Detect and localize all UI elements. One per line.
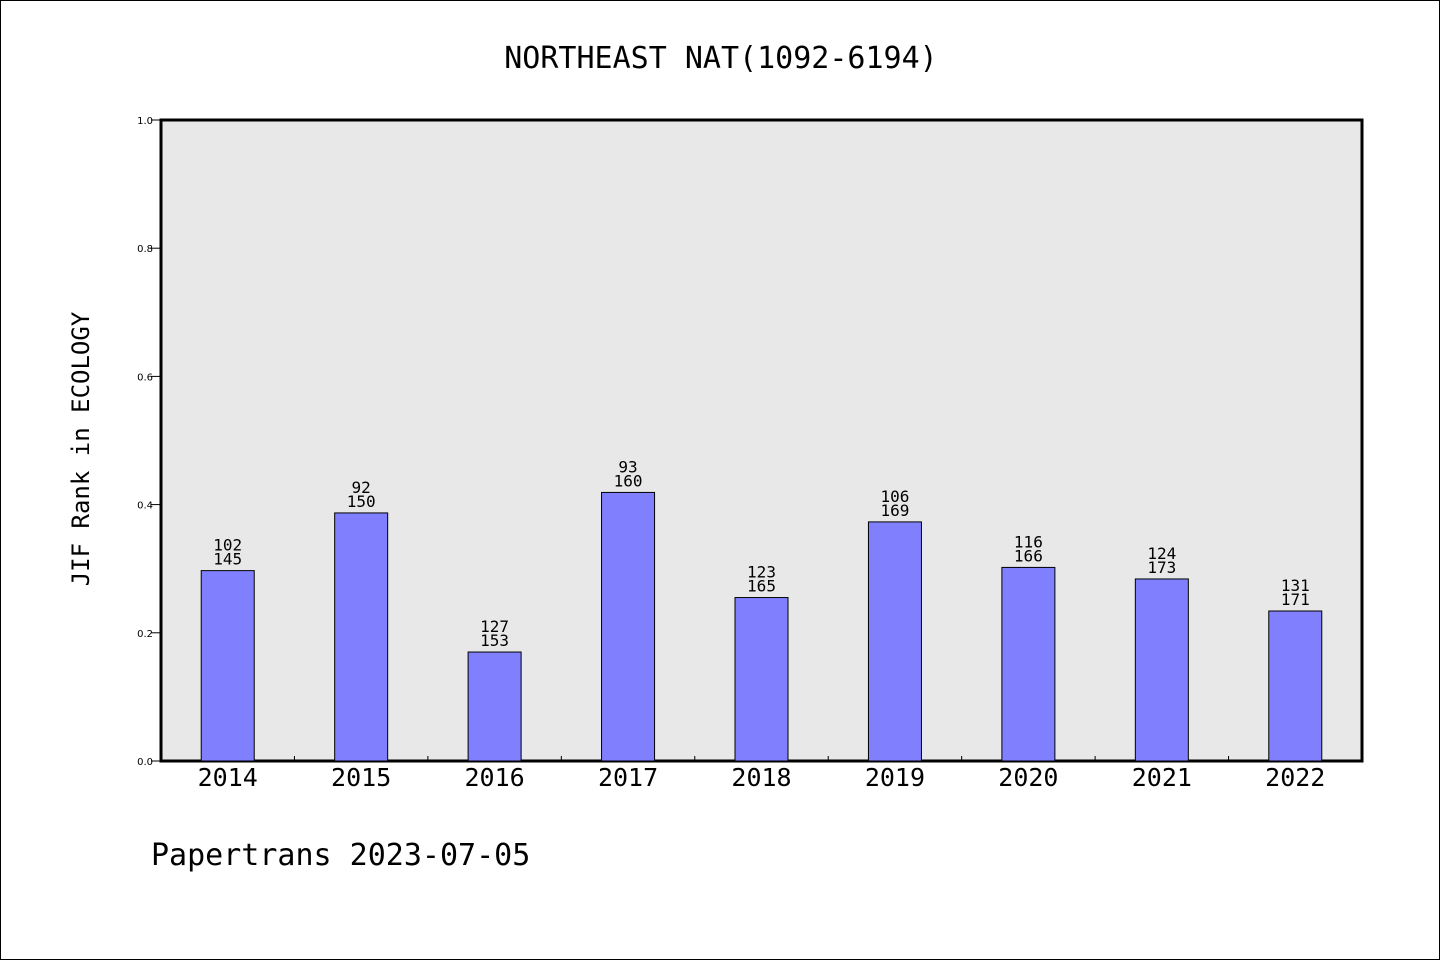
bar-2015 (334, 512, 389, 762)
x-tick-label: 2017 (598, 763, 658, 792)
y-axis-label: JIF Rank in ECOLOGY (67, 311, 95, 586)
y-tick-label: 0.0 (137, 757, 153, 768)
x-tick-label: 2022 (1265, 763, 1325, 792)
x-tick-label: 2015 (331, 763, 391, 792)
bar-2016 (467, 651, 522, 762)
x-tick-label: 2021 (1132, 763, 1192, 792)
bar-2021 (1134, 578, 1189, 762)
x-tick-label: 2019 (865, 763, 925, 792)
bar-rank-label: 102 (213, 536, 242, 555)
bar-total-label: 150 (347, 492, 376, 511)
x-axis-ticks: 2014 2015 2016 2017 2018 2019 2020 2021 2022 (198, 756, 1325, 792)
bar-rank-label: 116 (1014, 532, 1043, 551)
bar-rank-label: 127 (480, 617, 509, 636)
x-tick-label: 2020 (998, 763, 1058, 792)
bar-rank-label: 106 (880, 487, 909, 506)
bar-rank-label: 123 (747, 563, 776, 582)
bar-total-label: 166 (1014, 546, 1043, 565)
bar-2019 (867, 521, 922, 762)
bar-rank-label: 93 (618, 457, 637, 476)
bar-total-label: 160 (614, 471, 643, 490)
bar-2018 (734, 597, 789, 762)
bar-2014 (200, 570, 255, 762)
x-tick-label: 2016 (465, 763, 525, 792)
bar-rank-label: 124 (1147, 544, 1176, 563)
bars (200, 491, 1323, 762)
x-tick-label: 2018 (731, 763, 791, 792)
bar-2022 (1268, 610, 1323, 762)
y-tick-label: 1.0 (137, 116, 153, 127)
bar-rank-label: 131 (1281, 576, 1310, 595)
bar-total-label: 165 (747, 577, 776, 596)
bar-2017 (601, 491, 656, 762)
y-axis-ticks: 0.0 0.2 0.4 0.6 0.8 1.0 (137, 116, 161, 768)
bar-total-label: 171 (1281, 590, 1310, 609)
bar-total-label: 145 (213, 550, 242, 569)
y-tick-label: 0.6 (137, 372, 153, 383)
footer-credit: Papertrans 2023-07-05 (151, 838, 530, 873)
bar-2020 (1001, 566, 1056, 762)
x-tick-label: 2014 (198, 763, 258, 792)
chart-title: NORTHEAST NAT(1092-6194) (504, 41, 937, 76)
y-tick-label: 0.2 (137, 629, 153, 640)
y-tick-label: 0.4 (137, 501, 153, 512)
bar-total-label: 173 (1147, 558, 1176, 577)
bar-total-label: 169 (880, 501, 909, 520)
bar-total-label: 153 (480, 631, 509, 650)
y-tick-label: 0.8 (137, 244, 153, 255)
bar-rank-label: 92 (352, 478, 371, 497)
